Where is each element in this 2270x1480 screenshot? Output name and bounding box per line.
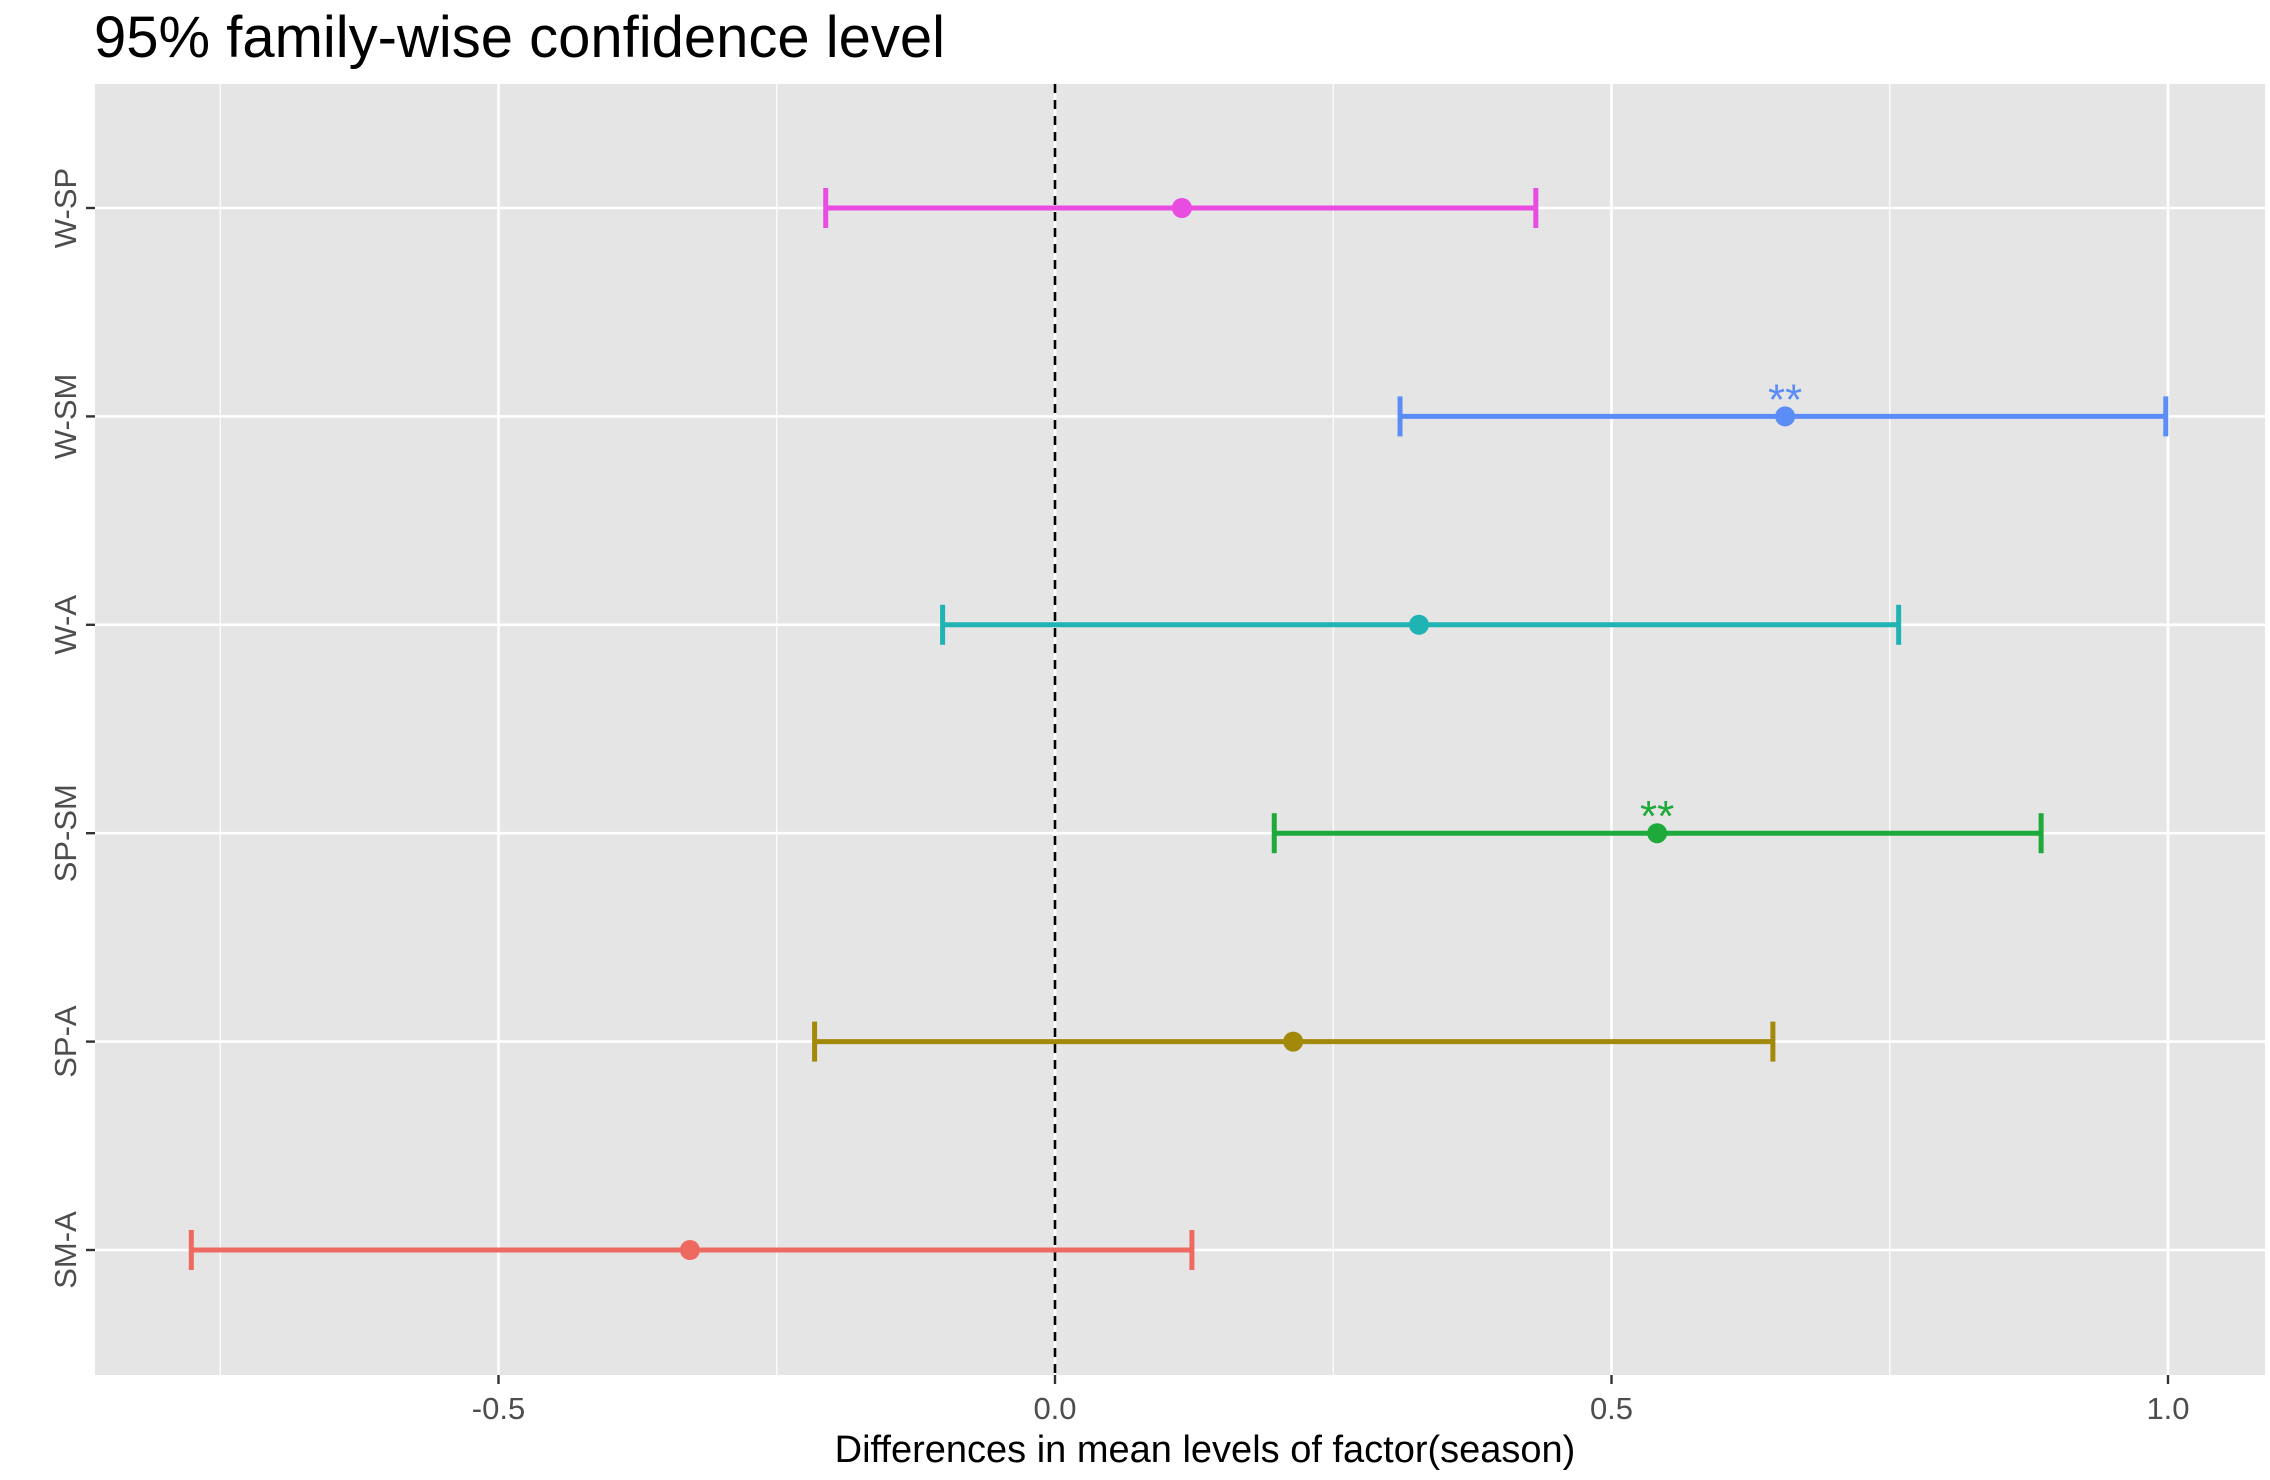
- y-tick-label: W-SP: [48, 168, 83, 248]
- y-tick-label: SP-SM: [48, 784, 83, 882]
- chart-title: 95% family-wise confidence level: [94, 5, 946, 70]
- y-tick-label: W-SM: [48, 374, 83, 460]
- y-tick-label: SM-A: [48, 1211, 83, 1289]
- estimate-point: [679, 1240, 700, 1260]
- error-bar-w-a: [940, 604, 1902, 645]
- x-tick-label: -0.5: [472, 1391, 525, 1426]
- error-bar-sp-sm: **: [1271, 792, 2044, 854]
- estimate-point: [1171, 198, 1192, 218]
- error-bar-sp-a: [812, 1021, 1776, 1062]
- axes: -0.5 0.0 0.5 1.0 W-SP W-SM W-A SP-SM SP-A SM-A: [48, 168, 2190, 1426]
- x-axis-title: Differences in mean levels of factor(sea…: [835, 1429, 1576, 1471]
- plot-background: [95, 84, 2265, 1375]
- estimate-point: [1775, 406, 1796, 427]
- significance-label: **: [1640, 792, 1674, 841]
- estimate-point: [1283, 1031, 1304, 1052]
- error-bars: ** **: [188, 188, 2169, 1270]
- x-tick-label: 0.0: [1033, 1391, 1076, 1426]
- error-bar-sm-a: [188, 1230, 1195, 1270]
- error-bar-w-sm: **: [1397, 375, 2169, 437]
- plot-panel: [95, 84, 2265, 1375]
- y-tick-label: W-A: [48, 595, 83, 655]
- significance-label: **: [1768, 375, 1802, 424]
- error-bar-w-sp: [823, 188, 1539, 228]
- y-tick-label: SP-A: [48, 1005, 83, 1078]
- estimate-point: [1408, 614, 1429, 635]
- x-tick-label: 0.5: [1590, 1391, 1633, 1426]
- estimate-point: [1647, 823, 1668, 844]
- x-tick-label: 1.0: [2146, 1391, 2189, 1426]
